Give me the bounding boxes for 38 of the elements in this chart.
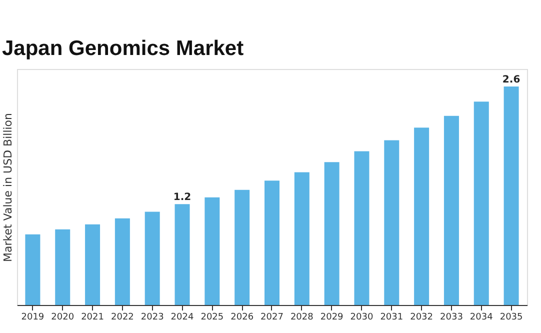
bar: [444, 116, 459, 305]
x-tick-label: 2034: [470, 312, 494, 322]
x-tick-label: 2028: [290, 312, 314, 322]
x-tick-label: 2029: [320, 312, 344, 322]
bar: [85, 224, 100, 305]
bar: [474, 102, 489, 305]
bar: [384, 140, 400, 305]
bar: [114, 218, 130, 305]
bar: [324, 162, 340, 305]
x-tick-label: 2030: [350, 312, 374, 322]
bar: [234, 190, 250, 305]
x-tick-label: 2027: [260, 312, 284, 322]
bar: [144, 212, 160, 305]
y-axis-title: Market Value in USD Billion: [2, 112, 14, 262]
bar: [414, 128, 430, 305]
x-tick-label: 2035: [500, 312, 523, 322]
x-tick-label: 2031: [380, 312, 404, 322]
bar: [504, 86, 519, 305]
x-tick-label: 2022: [110, 312, 134, 322]
bar: [25, 234, 40, 305]
x-tick-label: 2019: [21, 312, 44, 322]
data-label: 1.2: [173, 192, 192, 204]
bar: [204, 197, 220, 305]
chart-title: Japan Genomics Market: [2, 37, 244, 60]
x-tick-label: 2032: [410, 312, 434, 322]
x-tick-label: 2023: [140, 312, 164, 322]
data-label: 2.6: [502, 74, 520, 86]
x-tick-label: 2025: [200, 312, 224, 322]
x-tick-label: 2026: [230, 312, 254, 322]
bar: [264, 180, 280, 305]
x-tick-label: 2021: [81, 312, 104, 322]
x-tick-label: 2024: [170, 312, 194, 322]
x-tick-label: 2020: [51, 312, 74, 322]
bar: [174, 204, 190, 305]
x-tick-label: 2033: [440, 312, 463, 322]
bar: [354, 151, 370, 305]
bar: [294, 172, 310, 305]
bar: [55, 229, 70, 305]
